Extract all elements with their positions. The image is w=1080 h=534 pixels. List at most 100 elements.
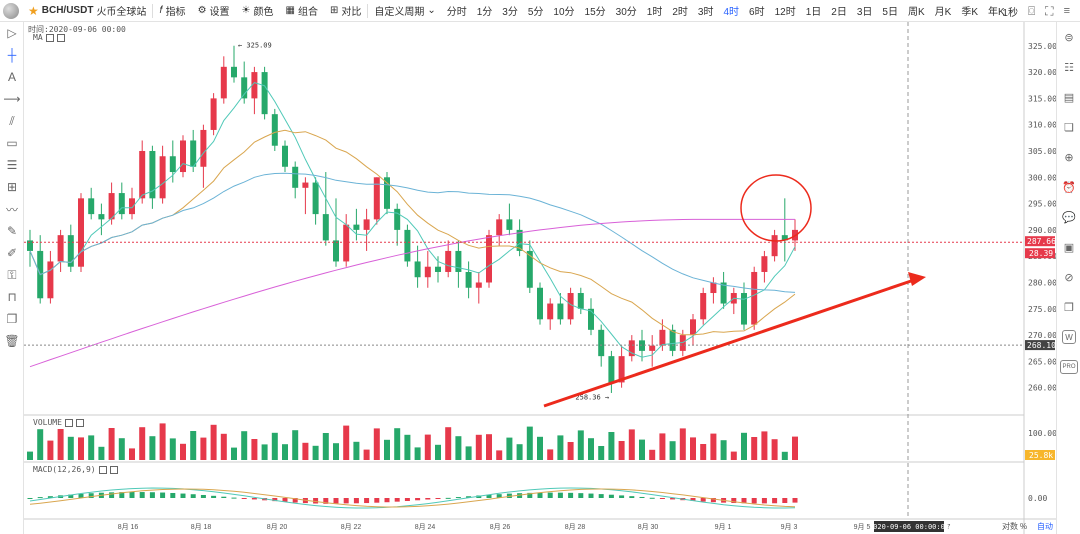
menu-icon[interactable]: ≡: [1063, 5, 1070, 17]
axis-option-0[interactable]: 对数: [1002, 521, 1018, 531]
interval-tab[interactable]: 1时: [646, 7, 663, 18]
volume-bar: [781, 451, 788, 460]
volume-bar: [679, 428, 686, 460]
pro-icon[interactable]: PRO: [1057, 352, 1080, 382]
calendar-icon[interactable]: ▣: [1063, 241, 1075, 254]
price-tick-label: 325.00: [1028, 42, 1056, 51]
volume-bar: [475, 434, 482, 460]
price-tick-label: 305.00: [1028, 147, 1056, 156]
volume-bar: [373, 428, 380, 460]
volume-bar: [588, 438, 594, 460]
candle-body: [292, 166, 299, 188]
interval-tab[interactable]: 10分: [553, 7, 575, 18]
interval-tab[interactable]: 30分: [615, 7, 637, 18]
interval-tab[interactable]: 年K: [988, 7, 1005, 18]
interval-tab[interactable]: 15分: [584, 7, 606, 18]
macd-settings-icon[interactable]: [98, 465, 107, 474]
macd-close-icon[interactable]: [109, 465, 118, 474]
interval-tab[interactable]: 分时: [446, 7, 467, 18]
candle-body: [159, 156, 166, 199]
interval-tab[interactable]: 3分: [502, 7, 518, 18]
interval-tab[interactable]: 1分: [476, 7, 493, 18]
macd-bar: [537, 492, 543, 498]
copy-icon[interactable]: ❐: [6, 312, 18, 326]
settings-button[interactable]: ⚙ 设置: [192, 3, 236, 18]
magnet-icon[interactable]: ⊓: [7, 290, 17, 304]
interval-tab[interactable]: 2日: [831, 7, 847, 18]
macd-bar: [445, 497, 451, 499]
layers-icon[interactable]: ❒: [1064, 301, 1074, 314]
candle-body: [302, 182, 309, 188]
custom-period-dropdown[interactable]: 自定义周期 ⌄: [368, 3, 441, 18]
interval-tab[interactable]: 月K: [934, 7, 952, 18]
grid-tool-icon[interactable]: ⊞: [6, 180, 18, 194]
macd-bar: [343, 498, 349, 504]
volume-bar: [88, 435, 95, 460]
wave-icon[interactable]: 〰: [5, 202, 18, 217]
stack-icon[interactable]: ❏: [1064, 121, 1074, 134]
fib-icon[interactable]: ☰: [6, 158, 18, 172]
alarm-icon[interactable]: ⏰: [1062, 181, 1076, 194]
interval-tab[interactable]: 2时: [672, 7, 688, 18]
pencil-icon[interactable]: ✎: [6, 224, 18, 238]
highlight-circle: [740, 174, 812, 242]
interval-tab[interactable]: 5分: [527, 7, 544, 18]
volume-bar: [251, 439, 258, 460]
compass-icon[interactable]: ⊘: [1064, 271, 1074, 284]
interval-tab[interactable]: 6时: [749, 7, 765, 18]
interval-tab[interactable]: 3时: [697, 7, 714, 18]
cursor-icon[interactable]: ▷: [7, 26, 17, 40]
horizontal-line-icon[interactable]: ⟶: [3, 92, 21, 106]
refresh-rate[interactable]: 1秒: [1002, 7, 1018, 19]
close-small-icon[interactable]: [56, 33, 65, 42]
candle-body: [771, 235, 778, 257]
w-icon[interactable]: W: [1057, 322, 1080, 352]
chat-icon[interactable]: 💬: [1062, 211, 1076, 224]
candle-body: [241, 77, 248, 99]
interval-tab[interactable]: 1日: [805, 7, 822, 18]
interval-tab[interactable]: 3日: [856, 7, 873, 18]
document-icon[interactable]: ▤: [1063, 91, 1075, 104]
interval-tab[interactable]: 季K: [961, 7, 978, 18]
watchlist-icon[interactable]: ⊜: [1064, 31, 1074, 44]
macd-bar: [231, 497, 237, 499]
fullscreen-icon[interactable]: ⛶: [1045, 3, 1054, 18]
candle-body: [78, 198, 84, 267]
volume-bar: [730, 451, 737, 460]
candle-body: [220, 66, 227, 99]
rectangle-icon[interactable]: ▭: [6, 136, 18, 150]
compare-button[interactable]: ⊞ 对比: [324, 3, 367, 18]
volume-settings-icon[interactable]: [64, 418, 73, 427]
combine-button[interactable]: ▦ 组合: [280, 3, 324, 18]
candle-body: [781, 235, 788, 241]
theme-button[interactable]: ☀ 颜色: [236, 3, 280, 18]
last-price-text: 287.66: [1027, 237, 1056, 246]
camera-icon[interactable]: ⌼: [1027, 3, 1036, 18]
add-icon[interactable]: ⊕: [1064, 151, 1074, 164]
interval-tab[interactable]: 4时: [723, 7, 740, 18]
interval-tab[interactable]: 周K: [907, 7, 925, 18]
price-chart[interactable]: 325.00 320.00 315.00 310.00 305.00 300.00 295.…: [24, 22, 1056, 534]
volume-close-icon[interactable]: [75, 418, 84, 427]
crosshair-icon[interactable]: ┼: [7, 48, 17, 62]
favorite-star-icon[interactable]: ★: [28, 3, 39, 18]
trash-icon[interactable]: 🗑: [4, 334, 20, 348]
list-icon[interactable]: ☷: [1064, 61, 1074, 74]
text-icon[interactable]: A: [7, 70, 16, 84]
brush-icon[interactable]: ✐: [6, 246, 18, 260]
trend-line-icon[interactable]: ⫽: [9, 113, 15, 128]
axis-option-2[interactable]: 自动: [1037, 521, 1053, 531]
interval-tab[interactable]: 12时: [774, 7, 796, 18]
volume-bar: [200, 437, 207, 460]
macd-bar: [394, 498, 400, 502]
volume-bar: [220, 433, 227, 460]
symbol-selector[interactable]: ★ BCH/USDT 火币全球站: [22, 3, 152, 19]
macd-bar: [200, 494, 206, 498]
interval-tab[interactable]: 5日: [882, 7, 898, 18]
settings-small-icon[interactable]: [45, 33, 54, 42]
lock-icon[interactable]: ⚿: [7, 267, 17, 282]
candle-body: [435, 266, 441, 272]
axis-option-1[interactable]: %: [1020, 522, 1027, 531]
indicators-button[interactable]: 𝑓 指标: [153, 3, 191, 18]
candle-body: [751, 271, 758, 325]
